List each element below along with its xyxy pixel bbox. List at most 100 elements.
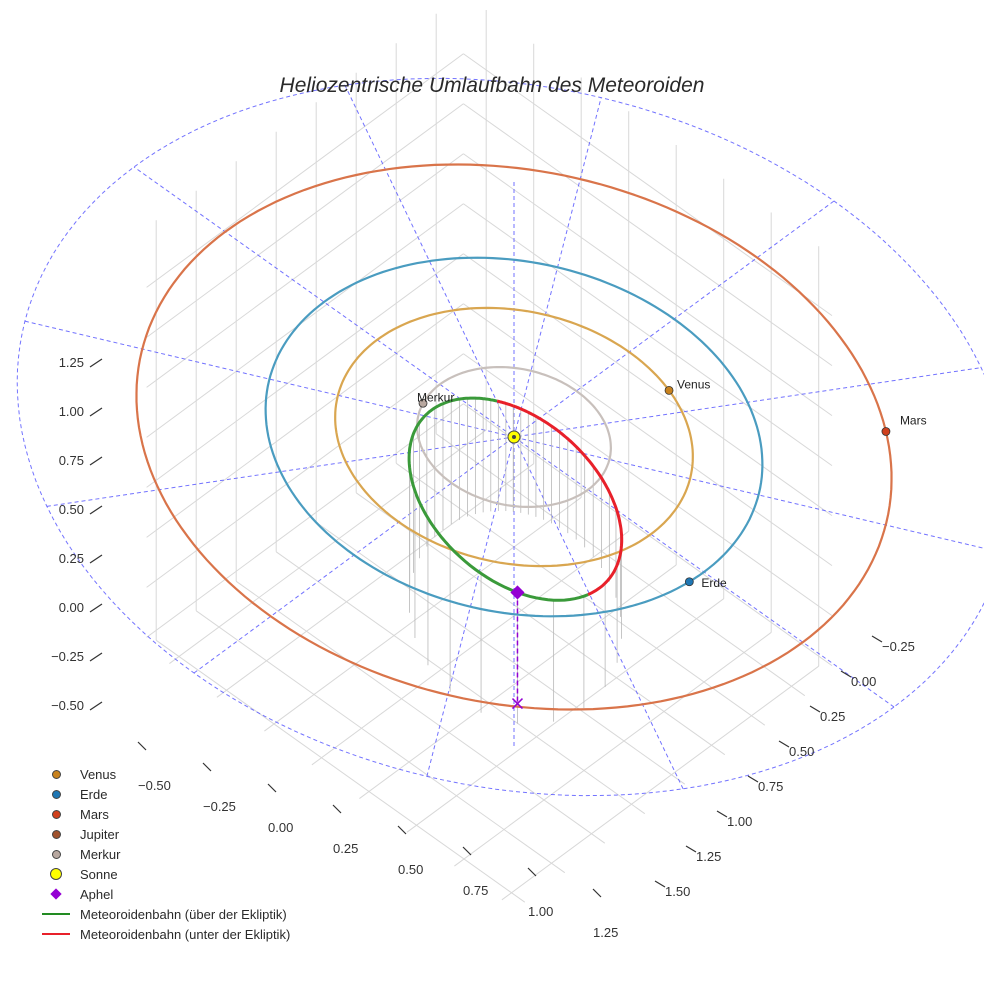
grid-line xyxy=(454,632,772,867)
grid-line xyxy=(275,551,646,815)
legend-item[interactable]: Jupiter xyxy=(40,824,290,844)
grid-line xyxy=(463,303,833,567)
y-tick-mark xyxy=(778,740,790,748)
legend-dot-swatch xyxy=(51,849,61,859)
grid-line xyxy=(146,103,464,338)
legend-label: Meteoroidenbahn (unter der Ekliptik) xyxy=(80,926,291,942)
grid-line xyxy=(146,253,464,488)
y-tick-label: 1.00 xyxy=(727,814,752,829)
meteoroid-orbit-below xyxy=(496,399,514,408)
x-tick-mark xyxy=(397,825,407,835)
ecliptic-spoke xyxy=(133,166,895,708)
z-tick-label: 0.75 xyxy=(59,453,84,468)
x-tick-label: 0.25 xyxy=(333,841,358,856)
grid-line xyxy=(463,153,833,417)
x-tick-label: 1.00 xyxy=(528,904,553,919)
meteoroid-orbit-below xyxy=(512,404,624,596)
aphel-marker xyxy=(510,585,525,600)
legend-line-swatch xyxy=(42,933,70,935)
grid-layer xyxy=(146,9,833,903)
legend-symbol xyxy=(40,924,72,944)
legend-item[interactable]: Mars xyxy=(40,804,290,824)
legend-label: Erde xyxy=(80,786,108,802)
legend-dot-swatch xyxy=(51,809,61,819)
legend-line-swatch xyxy=(42,913,70,915)
y-tick-label: 0.25 xyxy=(820,709,845,724)
planet-label-mars: Mars xyxy=(900,414,927,428)
legend-item[interactable]: Erde xyxy=(40,784,290,804)
x-tick-mark xyxy=(462,846,472,856)
legend-symbol xyxy=(40,844,72,864)
grid-line xyxy=(146,203,464,438)
grid-line xyxy=(146,153,464,388)
y-tick-label: 0.00 xyxy=(851,674,876,689)
legend-symbol xyxy=(40,864,72,884)
legend-symbol xyxy=(40,884,72,904)
z-tick-label: −0.50 xyxy=(51,698,84,713)
legend-label: Aphel xyxy=(80,886,114,902)
legend-item[interactable]: Sonne xyxy=(40,864,290,884)
x-tick-mark xyxy=(332,804,342,814)
legend-label: Meteoroidenbahn (über der Ekliptik) xyxy=(80,906,287,922)
grid-line xyxy=(355,492,726,756)
z-tick-mark xyxy=(89,456,103,466)
orbit-venus xyxy=(334,306,694,568)
legend-label: Merkur xyxy=(80,846,121,862)
x-tick-mark xyxy=(527,867,537,877)
z-tick-label: 0.50 xyxy=(59,502,84,517)
planet-erde xyxy=(684,577,694,587)
grid-line xyxy=(463,53,833,317)
y-tick-label: 0.50 xyxy=(789,744,814,759)
grid-line xyxy=(463,353,833,617)
legend-label: Sonne xyxy=(80,866,118,882)
grid-line xyxy=(311,530,629,766)
grid-line xyxy=(169,429,487,664)
y-tick-label: −0.25 xyxy=(882,639,915,654)
grid-line xyxy=(195,610,566,874)
legend-dot-swatch xyxy=(51,829,61,839)
orbit-erde xyxy=(264,256,764,618)
legend-item[interactable]: Aphel xyxy=(40,884,290,904)
aphel-projection-marker xyxy=(511,698,524,710)
x-tick-label: −0.50 xyxy=(138,778,171,793)
legend-dot-swatch xyxy=(50,868,62,880)
legend-symbol xyxy=(40,764,72,784)
legend-item[interactable]: Meteoroidenbahn (unter der Ekliptik) xyxy=(40,924,290,944)
x-tick-mark xyxy=(592,888,602,898)
y-tick-mark xyxy=(871,635,883,643)
z-tick-label: −0.25 xyxy=(51,649,84,664)
ecliptic-layer xyxy=(16,77,984,797)
legend-label: Mars xyxy=(80,806,109,822)
planet-venus xyxy=(664,386,674,395)
sun-center xyxy=(512,435,516,439)
y-tick-mark xyxy=(685,845,697,853)
z-tick-mark xyxy=(89,554,103,564)
legend-symbol xyxy=(40,784,72,804)
legend-item[interactable]: Meteoroidenbahn (über der Ekliptik) xyxy=(40,904,290,924)
legend-symbol xyxy=(40,904,72,924)
y-tick-label: 0.75 xyxy=(758,779,783,794)
planet-label-erde: Erde xyxy=(701,576,727,590)
x-tick-label: 0.50 xyxy=(398,862,423,877)
z-tick-mark xyxy=(89,603,103,613)
grid-line xyxy=(463,103,833,367)
x-tick-label: 1.25 xyxy=(593,925,618,940)
z-tick-mark xyxy=(89,652,103,662)
grid-line xyxy=(146,53,464,288)
z-tick-label: 0.00 xyxy=(59,600,84,615)
grid-line xyxy=(463,403,833,667)
meteoroid-orbit-above xyxy=(407,396,589,602)
grid-line xyxy=(463,203,833,467)
legend-dot-swatch xyxy=(51,789,61,799)
legend-item[interactable]: Venus xyxy=(40,764,290,784)
grid-line xyxy=(146,303,464,538)
z-tick-mark xyxy=(89,358,103,368)
y-tick-mark xyxy=(747,775,759,783)
legend-label: Jupiter xyxy=(80,826,120,842)
legend-item[interactable]: Merkur xyxy=(40,844,290,864)
grid-line xyxy=(146,403,464,638)
z-tick-mark xyxy=(89,701,103,711)
legend: Venus Erde Mars Jupiter Merkur Sonne Aphel Mete… xyxy=(40,764,290,944)
